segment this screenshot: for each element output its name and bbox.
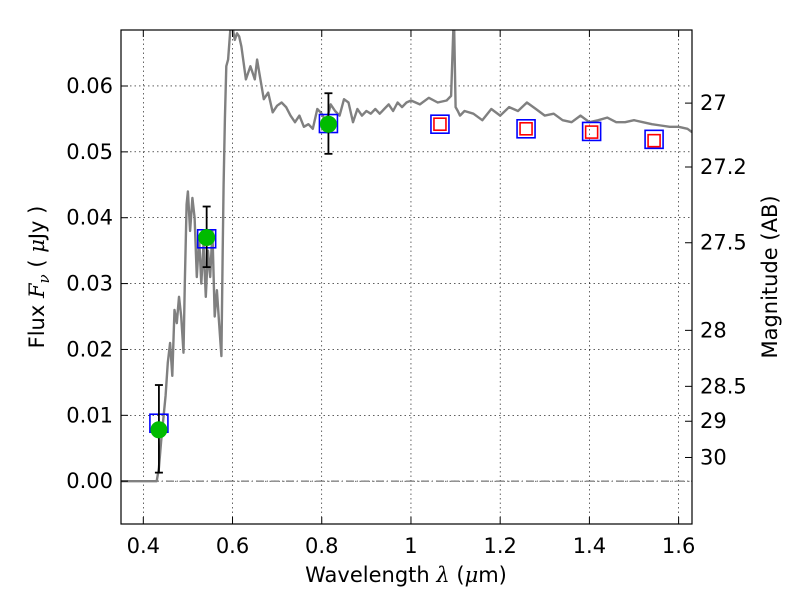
y-axis-label: Flux Fν ( μJy ) <box>25 206 53 349</box>
plot-frame <box>120 29 693 525</box>
observed-flux-point <box>150 421 168 439</box>
upper-limit-marker <box>647 133 661 148</box>
y2-tick-label: 28 <box>700 318 727 342</box>
x-tick-label: 0.8 <box>305 534 338 558</box>
x-tick-label: 1 <box>404 534 417 558</box>
observed-flux-point <box>319 115 337 133</box>
y-tick-label: 0.05 <box>66 140 113 164</box>
x-tick-label: 1.6 <box>662 534 695 558</box>
series-layer <box>121 30 692 483</box>
y2-tick-label: 27.2 <box>700 155 747 179</box>
x-tick-label: 1.2 <box>483 534 516 558</box>
y2-tick-label: 27.5 <box>700 231 747 255</box>
y2-tick-label: 29 <box>700 409 727 433</box>
observed-flux-point <box>198 228 216 246</box>
upper-limit-marker <box>584 125 599 139</box>
x-axis-label: Wavelength λ (μm) <box>305 563 507 587</box>
y2-tick-label: 30 <box>700 445 727 469</box>
y2-axis-label: Magnitude (AB) <box>758 195 782 358</box>
y-tick-label: 0.06 <box>66 74 113 98</box>
x-tick-label: 0.6 <box>216 534 249 558</box>
y2-tick-label: 27 <box>700 91 727 115</box>
model-photometry-marker <box>430 114 450 134</box>
upper-limit-marker <box>433 117 447 131</box>
model-photometry-marker <box>516 119 536 139</box>
y2-tick-label: 28.5 <box>700 374 747 398</box>
model-sed-line <box>121 30 692 483</box>
y-tick-label: 0.03 <box>66 272 113 296</box>
model-photometry-marker <box>581 121 602 142</box>
model-photometry-marker <box>644 129 664 150</box>
y-tick-label: 0.00 <box>66 469 113 493</box>
y-tick-label: 0.02 <box>66 337 113 361</box>
y-tick-label: 0.04 <box>66 206 113 230</box>
upper-limit-marker <box>519 122 533 136</box>
x-tick-label: 0.4 <box>127 534 160 558</box>
ticks: 0.4 0.6 0.8 1 1.2 1.4 1.6 0.00 0.01 0.02 0.03 0.04 0… <box>66 30 747 558</box>
y-tick-label: 0.01 <box>66 403 113 427</box>
x-tick-label: 1.4 <box>573 534 606 558</box>
